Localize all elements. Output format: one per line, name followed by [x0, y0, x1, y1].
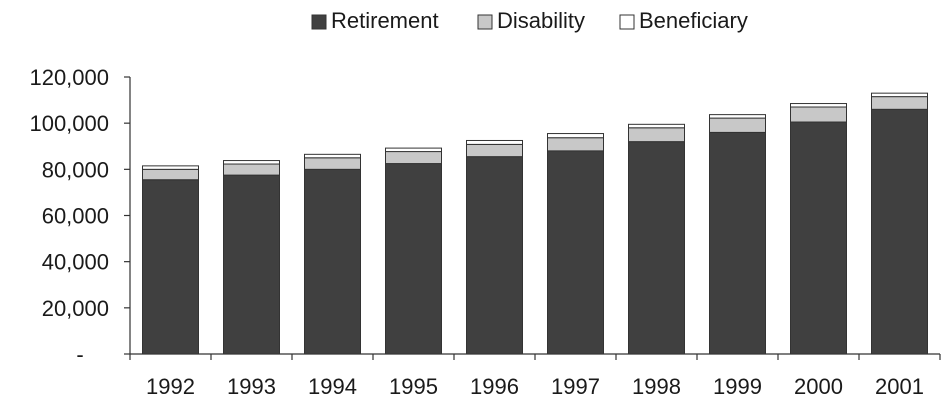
x-tick-label: 1999 — [713, 374, 762, 399]
y-tick-label: 60,000 — [42, 204, 109, 229]
bar-beneficiary-1994 — [304, 153, 361, 159]
legend-label-disability: Disability — [497, 8, 585, 33]
bar-beneficiary-1996 — [466, 139, 523, 145]
bar-disability-1997 — [547, 137, 604, 152]
bar-disability-1994 — [304, 157, 361, 170]
y-tick-label: - — [76, 342, 83, 367]
bars — [142, 92, 928, 355]
x-axis: 1992 1993 1994 1995 1996 1997 1998 1999 2000 2001 — [129, 353, 941, 399]
bar-disability-1995 — [385, 151, 442, 165]
bar-disability-1993 — [223, 163, 280, 176]
x-tick-label: 1996 — [470, 374, 519, 399]
bar-retirement-1992 — [142, 179, 199, 355]
bar-beneficiary-1992 — [142, 165, 199, 170]
x-tick-label: 2000 — [794, 374, 843, 399]
y-tick-label: 20,000 — [42, 296, 109, 321]
x-tick-label: 1994 — [308, 374, 357, 399]
y-tick-label: 100,000 — [29, 111, 109, 136]
x-tick-label: 1993 — [227, 374, 276, 399]
bar-disability-1996 — [466, 143, 523, 158]
bar-retirement-1993 — [223, 174, 280, 355]
bar-disability-1999 — [709, 117, 766, 133]
x-tick-label: 1998 — [632, 374, 681, 399]
legend-swatch-beneficiary — [619, 14, 635, 30]
legend-swatch-disability — [477, 14, 493, 30]
bar-retirement-2001 — [871, 108, 928, 355]
y-tick-label: 40,000 — [42, 250, 109, 275]
x-tick-label: 2001 — [875, 374, 924, 399]
bar-beneficiary-1993 — [223, 160, 280, 165]
x-tick-label: 1997 — [551, 374, 600, 399]
legend-label-retirement: Retirement — [331, 8, 439, 33]
x-tick-label: 1992 — [146, 374, 195, 399]
bar-disability-2000 — [790, 106, 847, 123]
bar-retirement-1997 — [547, 150, 604, 355]
bar-disability-1998 — [628, 127, 685, 143]
bar-beneficiary-2000 — [790, 103, 847, 108]
bar-beneficiary-2001 — [871, 92, 928, 98]
bar-retirement-1996 — [466, 156, 523, 355]
bar-retirement-2000 — [790, 121, 847, 355]
bar-beneficiary-1998 — [628, 123, 685, 129]
y-axis: - 20,000 40,000 60,000 80,000 100,000 120,000 — [29, 65, 131, 367]
bar-retirement-1994 — [304, 168, 361, 355]
bar-disability-1992 — [142, 168, 199, 181]
bar-beneficiary-1999 — [709, 114, 766, 119]
legend: Retirement Disability Beneficiary — [311, 8, 748, 33]
bar-beneficiary-1997 — [547, 133, 604, 139]
bar-disability-2001 — [871, 96, 928, 110]
bar-retirement-1995 — [385, 163, 442, 355]
legend-swatch-retirement — [311, 14, 327, 30]
bar-retirement-1998 — [628, 141, 685, 355]
y-tick-label: 120,000 — [29, 65, 109, 90]
bar-beneficiary-1995 — [385, 147, 442, 153]
legend-label-beneficiary: Beneficiary — [639, 8, 748, 33]
bar-retirement-1999 — [709, 131, 766, 355]
x-tick-label: 1995 — [389, 374, 438, 399]
y-tick-label: 80,000 — [42, 157, 109, 182]
